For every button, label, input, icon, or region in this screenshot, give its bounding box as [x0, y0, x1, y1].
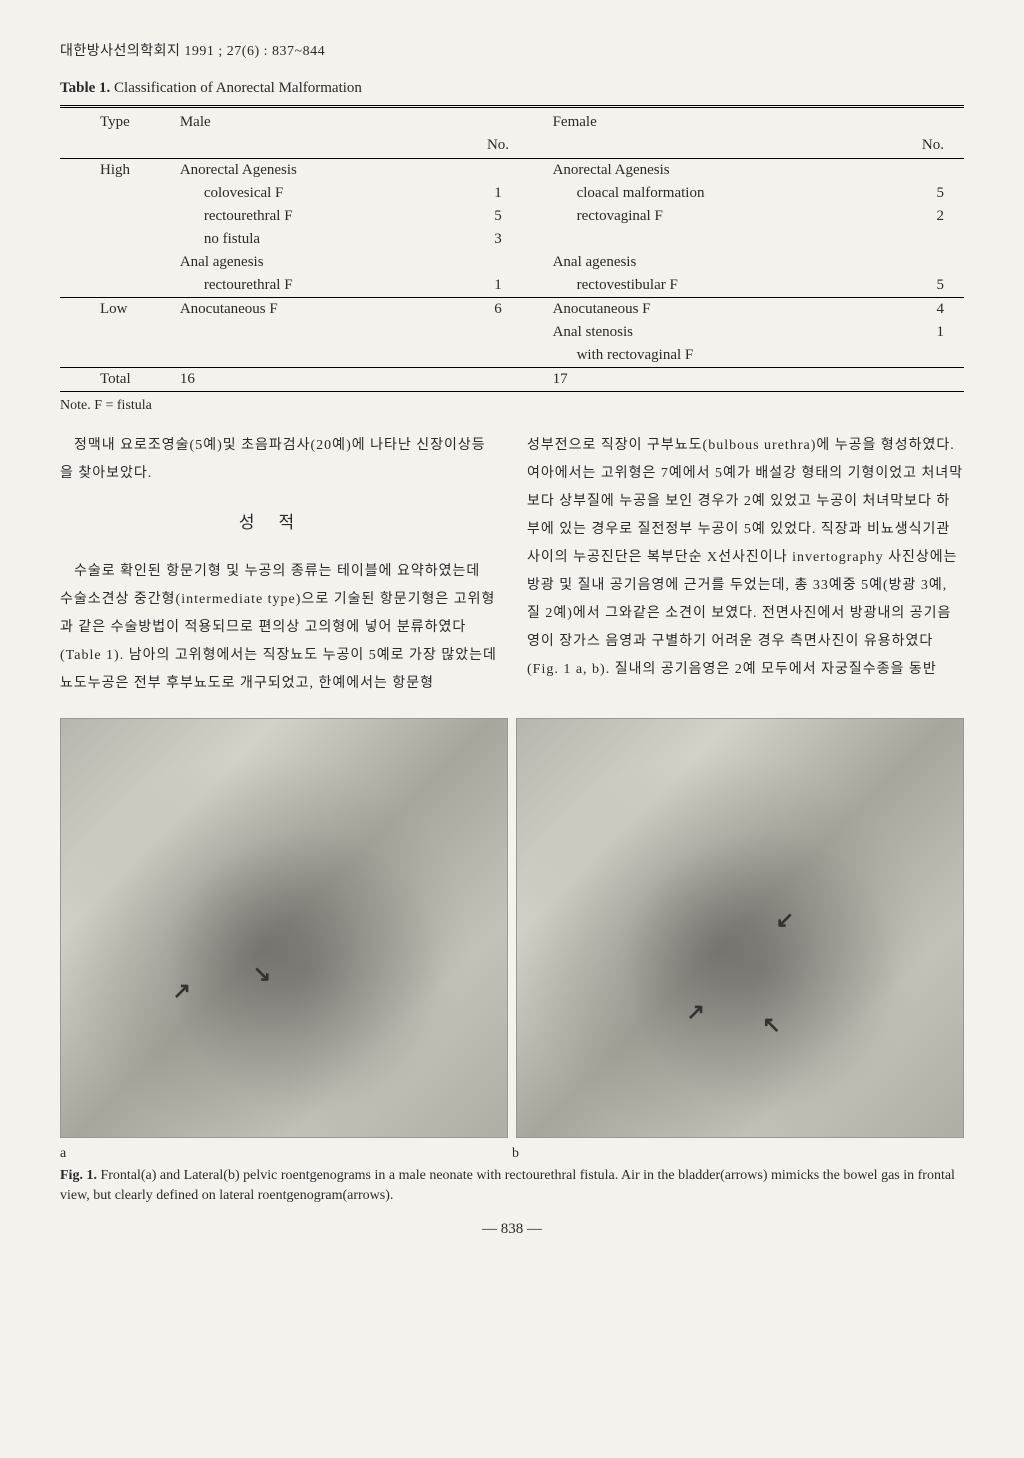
- cell-blank: [451, 251, 544, 274]
- cell-colovesical: colovesical F: [172, 182, 452, 205]
- cell-blank: [60, 251, 172, 274]
- cell-analstenosis-n: 1: [871, 321, 964, 344]
- cell-blank: [451, 159, 544, 183]
- arrow-icon: ↖: [762, 1012, 780, 1038]
- cell-withrectovaginal: with rectovaginal F: [545, 344, 871, 368]
- table-note: Note. F = fistula: [60, 398, 964, 414]
- col-subheader-no-male: No.: [451, 134, 544, 159]
- cell-analagenesis-m: Anal agenesis: [172, 251, 452, 274]
- table-title-text: Classification of Anorectal Malformation: [110, 80, 362, 96]
- cell-total-f: 17: [545, 368, 871, 392]
- cell-low: Low: [60, 298, 172, 322]
- table-row: colovesical F 1 cloacal malformation 5: [60, 182, 964, 205]
- col-header-type: Type: [60, 107, 172, 135]
- table-title: Table 1. Classification of Anorectal Mal…: [60, 80, 964, 97]
- left-column: 정맥내 요로조영술(5예)및 초음파검사(20예)에 나타난 신장이상등을 찾아…: [60, 432, 497, 698]
- cell-blank: [60, 205, 172, 228]
- cell-blank: [451, 344, 544, 368]
- cell-blank: [60, 321, 172, 344]
- col-header-female: Female: [545, 107, 871, 135]
- table-row-total: Total 16 17: [60, 368, 964, 392]
- cell-cloacal: cloacal malformation: [545, 182, 871, 205]
- cell-blank: [545, 228, 871, 251]
- cell-total-m: 16: [172, 368, 452, 392]
- figure-panel-b: ↙ ↗ ↖: [516, 718, 964, 1138]
- cell-rectovaginal-n: 2: [871, 205, 964, 228]
- arrow-icon: ↘: [253, 961, 271, 987]
- left-paragraph-1: 정맥내 요로조영술(5예)및 초음파검사(20예)에 나타난 신장이상등을 찾아…: [60, 432, 497, 488]
- figure-label-b: b: [512, 1146, 964, 1162]
- right-paragraph-1: 성부전으로 직장이 구부뇨도(bulbous urethra)에 누공을 형성하…: [527, 432, 964, 684]
- table-row: Low Anocutaneous F 6 Anocutaneous F 4: [60, 298, 964, 322]
- table-row: with rectovaginal F: [60, 344, 964, 368]
- col-header-blank2: [871, 107, 964, 135]
- classification-table: Type Male Female No. No. High Anorectal …: [60, 105, 964, 392]
- cell-blank: [60, 344, 172, 368]
- figure-row: ↗ ↘ ↙ ↗ ↖: [60, 718, 964, 1138]
- col-subheader-blank3: [545, 134, 871, 159]
- table-row: rectourethral F 5 rectovaginal F 2: [60, 205, 964, 228]
- figure-label-a: a: [60, 1146, 512, 1162]
- arrow-icon: ↗: [686, 999, 704, 1025]
- cell-anorectal-m: Anorectal Agenesis: [172, 159, 452, 183]
- table-row: Anal agenesis Anal agenesis: [60, 251, 964, 274]
- cell-anocutaneous-mn: 6: [451, 298, 544, 322]
- figure-caption-text: Frontal(a) and Lateral(b) pelvic roentge…: [60, 1168, 955, 1203]
- cell-blank: [451, 321, 544, 344]
- cell-rectourethral-n: 5: [451, 205, 544, 228]
- table-row: Anal stenosis 1: [60, 321, 964, 344]
- col-header-male: Male: [172, 107, 452, 135]
- col-subheader-blank: [60, 134, 172, 159]
- cell-anorectal-f: Anorectal Agenesis: [545, 159, 871, 183]
- cell-blank: [60, 182, 172, 205]
- page-number: — 838 —: [60, 1221, 964, 1238]
- cell-rectourethral2-n: 1: [451, 274, 544, 298]
- right-column: 성부전으로 직장이 구부뇨도(bulbous urethra)에 누공을 형성하…: [527, 432, 964, 698]
- col-header-blank1: [451, 107, 544, 135]
- cell-anocutaneous-fn: 4: [871, 298, 964, 322]
- section-heading: 성적: [60, 506, 497, 540]
- cell-blank: [871, 368, 964, 392]
- arrow-icon: ↗: [173, 978, 191, 1004]
- table-row: High Anorectal Agenesis Anorectal Agenes…: [60, 159, 964, 183]
- cell-blank: [60, 274, 172, 298]
- cell-rectovestibular: rectovestibular F: [545, 274, 871, 298]
- figure-panel-a: ↗ ↘: [60, 718, 508, 1138]
- table-row: rectourethral F 1 rectovestibular F 5: [60, 274, 964, 298]
- figure-caption: Fig. 1. Frontal(a) and Lateral(b) pelvic…: [60, 1166, 964, 1205]
- cell-blank: [871, 251, 964, 274]
- cell-blank: [871, 159, 964, 183]
- cell-blank: [60, 228, 172, 251]
- cell-analstenosis: Anal stenosis: [545, 321, 871, 344]
- cell-blank: [871, 344, 964, 368]
- cell-cloacal-n: 5: [871, 182, 964, 205]
- cell-rectourethral2: rectourethral F: [172, 274, 452, 298]
- col-subheader-no-female: No.: [871, 134, 964, 159]
- cell-analagenesis-f: Anal agenesis: [545, 251, 871, 274]
- arrow-icon: ↙: [776, 907, 794, 933]
- cell-nofistula: no fistula: [172, 228, 452, 251]
- cell-total: Total: [60, 368, 172, 392]
- cell-rectovaginal: rectovaginal F: [545, 205, 871, 228]
- col-subheader-blank2: [172, 134, 452, 159]
- cell-high: High: [60, 159, 172, 183]
- cell-blank: [172, 321, 452, 344]
- cell-blank: [871, 228, 964, 251]
- cell-blank: [172, 344, 452, 368]
- cell-anocutaneous-m: Anocutaneous F: [172, 298, 452, 322]
- cell-nofistula-n: 3: [451, 228, 544, 251]
- journal-reference: 대한방사선의학회지 1991 ; 27(6) : 837~844: [60, 40, 964, 60]
- cell-anocutaneous-f: Anocutaneous F: [545, 298, 871, 322]
- table-number: Table 1.: [60, 80, 110, 96]
- cell-colovesical-n: 1: [451, 182, 544, 205]
- cell-rectovestibular-n: 5: [871, 274, 964, 298]
- body-text-columns: 정맥내 요로조영술(5예)및 초음파검사(20예)에 나타난 신장이상등을 찾아…: [60, 432, 964, 698]
- cell-blank: [451, 368, 544, 392]
- table-row: no fistula 3: [60, 228, 964, 251]
- cell-rectourethral: rectourethral F: [172, 205, 452, 228]
- figure-labels: a b: [60, 1146, 964, 1162]
- left-paragraph-2: 수술로 확인된 항문기형 및 누공의 종류는 테이블에 요약하였는데 수술소견상…: [60, 558, 497, 698]
- figure-number: Fig. 1.: [60, 1168, 97, 1183]
